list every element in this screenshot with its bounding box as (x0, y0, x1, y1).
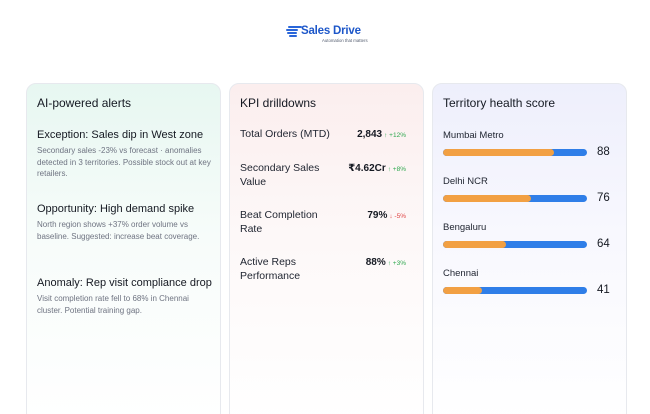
territory-title: Territory health score (443, 96, 556, 110)
territory-row-chennai[interactable]: Chennai 41 (443, 268, 619, 304)
alert-item[interactable]: Opportunity: High demand spike North reg… (37, 202, 213, 242)
territory-name: Chennai (443, 268, 479, 279)
kpi-label: Secondary Sales Value (240, 162, 320, 188)
kpi-value: 2,843 ↑ +12% (357, 129, 406, 140)
territory-score-bar (443, 287, 587, 294)
ai-alerts-title: AI-powered alerts (37, 96, 132, 110)
territory-score: 64 (597, 238, 610, 250)
territory-name: Delhi NCR (443, 176, 488, 187)
speed-lines-icon (286, 26, 304, 38)
territory-score-bar (443, 241, 587, 248)
kpi-value: 79% ↓ -5% (367, 210, 406, 221)
kpi-value: ₹4.62Cr ↑ +8% (348, 163, 406, 174)
territory-score-bar (443, 195, 587, 202)
alert-item[interactable]: Anomaly: Rep visit compliance drop Visit… (37, 276, 213, 316)
brand-logo: Sales Drive Automation that matters (286, 22, 368, 46)
territory-score-bar (443, 149, 587, 156)
alert-title: Exception: Sales dip in West zone (37, 129, 204, 141)
alert-body: Secondary sales -23% vs forecast · anoma… (37, 146, 211, 179)
territory-row-mumbai[interactable]: Mumbai Metro 88 (443, 130, 619, 166)
kpi-label: Beat Completion Rate (240, 209, 318, 235)
territory-row-delhi[interactable]: Delhi NCR 76 (443, 176, 619, 212)
alert-title: Anomaly: Rep visit compliance drop (37, 277, 212, 289)
territory-health-card: Territory health score Mumbai Metro 88 D… (432, 83, 627, 414)
kpi-delta: ↓ -5% (389, 213, 406, 220)
ai-alerts-card: AI-powered alerts Exception: Sales dip i… (26, 83, 221, 414)
territory-score-fill (443, 149, 554, 156)
territory-score: 41 (597, 284, 610, 296)
kpi-label: Active Reps Performance (240, 256, 301, 282)
territory-name: Bengaluru (443, 222, 487, 233)
kpi-delta: ↑ +8% (387, 166, 406, 173)
territory-row-bengaluru[interactable]: Bengaluru 64 (443, 222, 619, 258)
brand-tagline: Automation that matters (322, 38, 368, 43)
kpi-title: KPI drilldowns (240, 96, 317, 110)
territory-score: 76 (597, 192, 610, 204)
kpi-value: 88% ↑ +3% (365, 257, 406, 268)
alert-title: Opportunity: High demand spike (37, 203, 195, 215)
alert-body: Visit completion rate fell to 68% in Che… (37, 294, 189, 315)
kpi-delta: ↑ +12% (384, 132, 406, 139)
kpi-drilldowns-card: KPI drilldowns Total Orders (MTD) 2,843 ↑… (229, 83, 424, 414)
brand-name: Sales Drive (301, 25, 361, 37)
territory-score-fill (443, 195, 531, 202)
territory-score-fill (443, 287, 482, 294)
alert-body: North region shows +37% order volume vs … (37, 220, 200, 241)
alert-item[interactable]: Exception: Sales dip in West zone Second… (37, 128, 213, 180)
territory-score: 88 (597, 146, 610, 158)
territory-name: Mumbai Metro (443, 130, 504, 141)
territory-score-fill (443, 241, 507, 248)
kpi-label: Total Orders (MTD) (240, 128, 330, 140)
kpi-delta: ↑ +3% (387, 260, 406, 267)
